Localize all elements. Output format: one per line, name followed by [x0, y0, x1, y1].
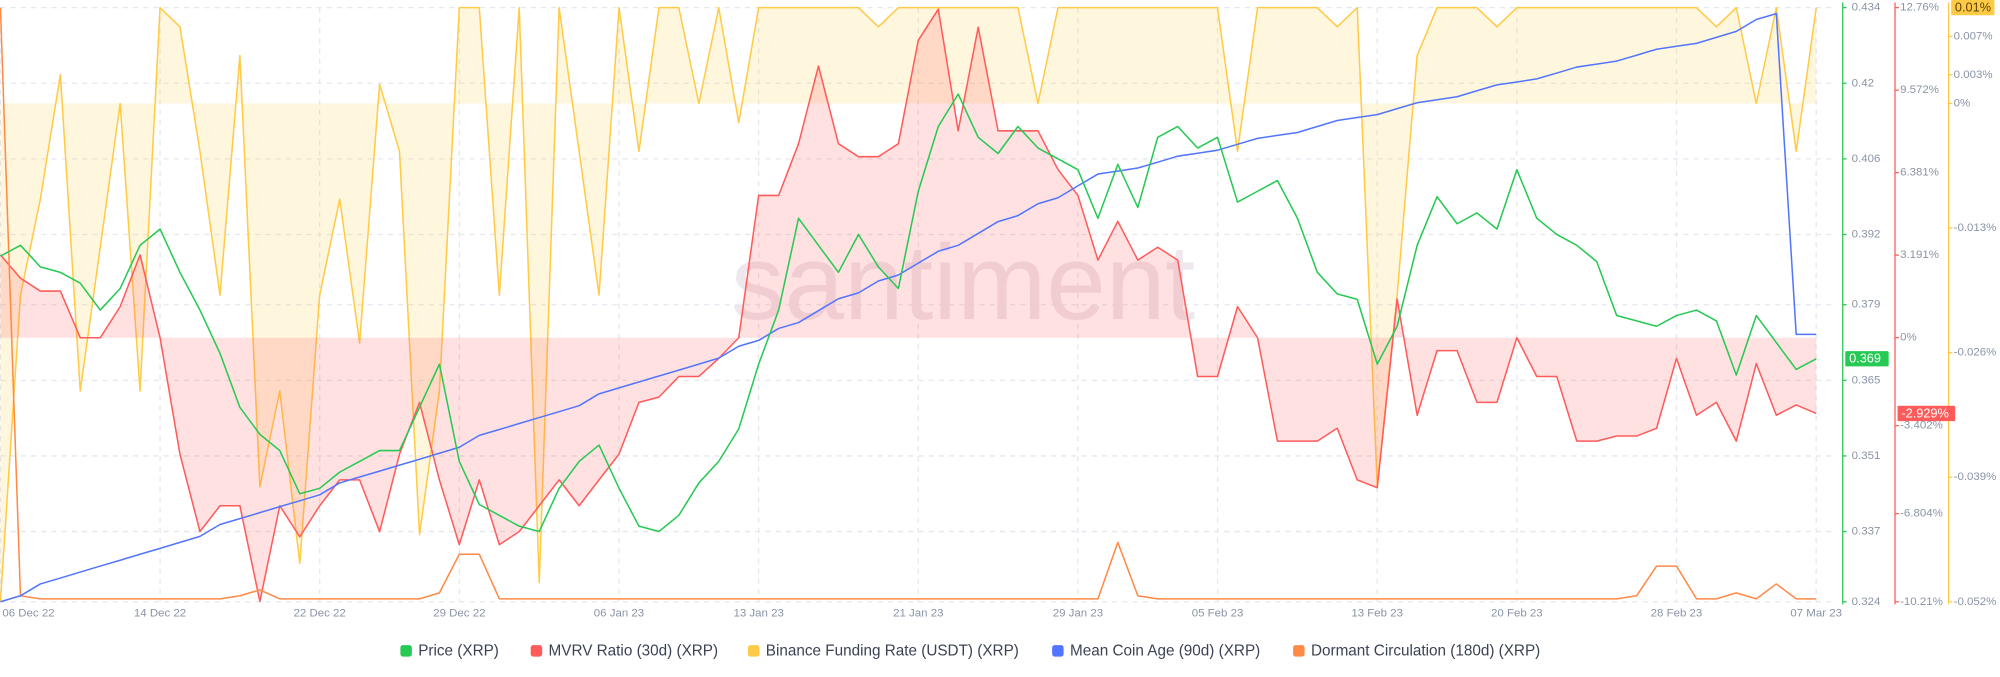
- legend-label: Binance Funding Rate (USDT) (XRP): [766, 643, 1019, 660]
- legend-swatch: [400, 645, 412, 657]
- y-tick-label: 0%: [1900, 332, 1917, 344]
- x-tick-label: 28 Feb 23: [1651, 607, 1703, 619]
- y-tick-label: -0.013%: [1954, 222, 1997, 234]
- y-tick-label: -0.026%: [1954, 347, 1997, 359]
- x-tick-label: 29 Jan 23: [1053, 607, 1103, 619]
- y-tick-label: 9.572%: [1900, 84, 1939, 96]
- value-badge-text: 0.369: [1849, 351, 1881, 366]
- y-tick-label: -3.402%: [1900, 420, 1943, 432]
- y-tick-label: 0.337: [1852, 526, 1881, 538]
- series-line: [0, 93, 1817, 533]
- y-tick-label: -0.039%: [1954, 471, 1997, 483]
- legend-swatch: [1052, 645, 1064, 657]
- legend-label: Price (XRP): [418, 643, 499, 660]
- series-line: [0, 8, 1817, 603]
- y-tick-label: 0.42: [1852, 77, 1874, 89]
- y-tick-label: 0%: [1954, 98, 1971, 110]
- x-tick-label: 20 Feb 23: [1491, 607, 1543, 619]
- y-tick-label: 0.365: [1852, 374, 1881, 386]
- y-tick-label: 3.191%: [1900, 249, 1939, 261]
- y-tick-label: 0.003%: [1954, 69, 1993, 81]
- legend-swatch: [530, 645, 543, 657]
- x-tick-label: 06 Jan 23: [594, 607, 644, 619]
- y-tick-label: -0.052%: [1954, 596, 1997, 608]
- value-badge: [1951, 0, 1995, 16]
- y-tick-label: 0.351: [1852, 450, 1881, 462]
- x-tick-label: 07 Mar 23: [1790, 607, 1842, 619]
- y-tick-label: -6.804%: [1900, 508, 1943, 520]
- x-tick-label: 13 Feb 23: [1351, 607, 1403, 619]
- value-badge: [1845, 351, 1889, 367]
- legend-swatch: [1293, 645, 1305, 657]
- legend-label: Dormant Circulation (180d) (XRP): [1311, 643, 1540, 660]
- x-tick-label: 06 Dec 22: [2, 607, 54, 619]
- y-tick-label: 0.324: [1852, 596, 1881, 608]
- value-badge: [1897, 405, 1956, 422]
- y-tick-label: 0.434: [1852, 2, 1881, 14]
- y-tick-label: 0.007%: [1954, 30, 1993, 42]
- y-tick-label: 6.381%: [1900, 167, 1939, 179]
- y-tick-label: 0.406: [1852, 153, 1881, 165]
- legend-label: Mean Coin Age (90d) (XRP): [1070, 643, 1260, 660]
- series-area: [0, 9, 1817, 602]
- x-tick-label: 29 Dec 22: [433, 607, 485, 619]
- y-tick-label: 12.76%: [1900, 2, 1939, 14]
- y-tick-label: 0.379: [1852, 299, 1881, 311]
- legend-swatch: [747, 645, 760, 657]
- series-line: [0, 12, 1817, 603]
- y-tick-label: -10.21%: [1900, 596, 1943, 608]
- series-area: [0, 7, 1817, 602]
- value-badge-text: -2.929%: [1901, 405, 1948, 420]
- x-tick-label: 13 Jan 23: [733, 607, 783, 619]
- legend-label: MVRV Ratio (30d) (XRP): [549, 643, 719, 660]
- series-line: [0, 6, 1817, 602]
- x-tick-label: 22 Dec 22: [294, 607, 346, 619]
- legend: Price (XRP) MVRV Ratio (30d) (XRP) Binance…: [400, 643, 1540, 660]
- y-tick-label: 0.392: [1852, 229, 1881, 241]
- x-tick-label: 05 Feb 23: [1192, 607, 1244, 619]
- x-tick-label: 21 Jan 23: [893, 607, 943, 619]
- value-badge-text: 0.01%: [1955, 0, 1991, 15]
- x-tick-label: 14 Dec 22: [134, 607, 186, 619]
- series-line: [0, 7, 1817, 600]
